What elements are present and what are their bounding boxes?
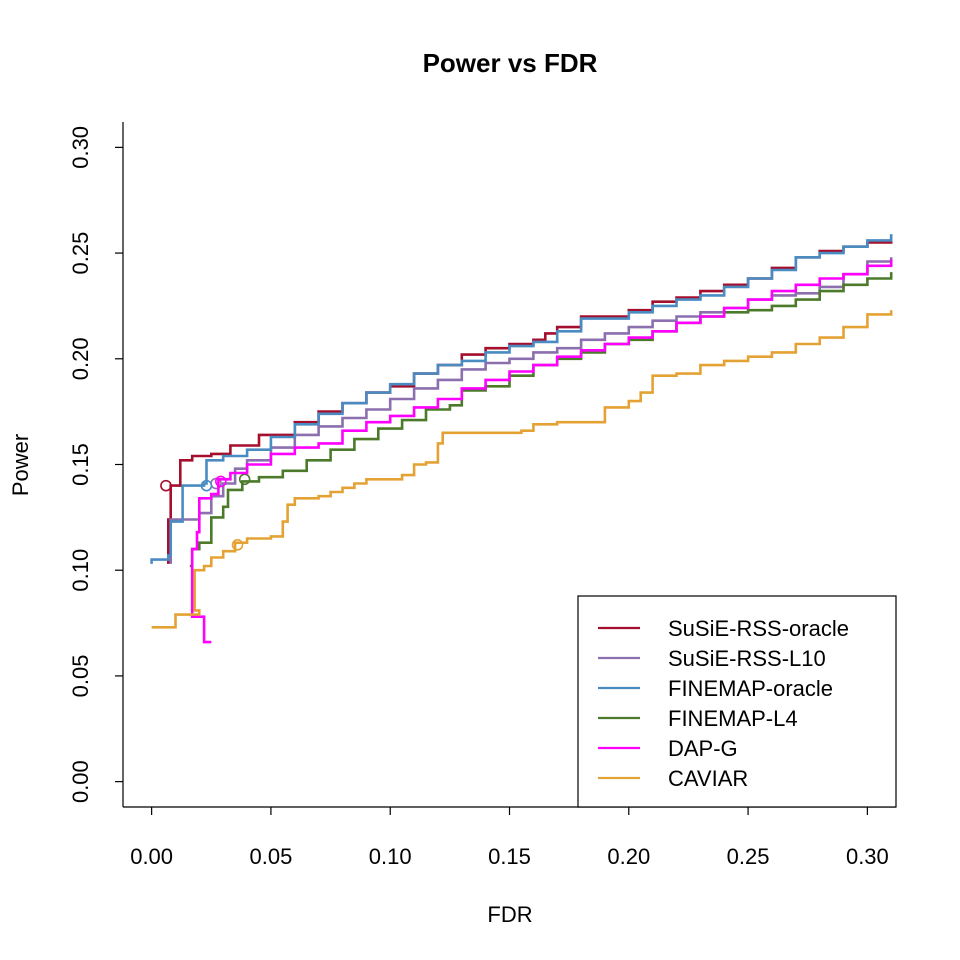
- legend-label-caviar: CAVIAR: [668, 766, 748, 791]
- x-tick-label: 0.20: [607, 844, 650, 869]
- y-tick-label: 0.30: [68, 126, 93, 169]
- y-tick-label: 0.00: [68, 760, 93, 803]
- x-tick-label: 0.10: [369, 844, 412, 869]
- legend-label-susie-rss-oracle: SuSiE-RSS-oracle: [668, 616, 849, 641]
- x-tick-label: 0.30: [846, 844, 889, 869]
- x-axis-label: FDR: [487, 902, 532, 927]
- series-marker-finemap-l4: [238, 473, 251, 486]
- series-line-finemap-l4: [189, 272, 893, 568]
- legend-label-dap-g: DAP-G: [668, 736, 738, 761]
- legend-label-finemap-l4: FINEMAP-L4: [668, 706, 798, 731]
- x-tick-label: 0.00: [130, 844, 173, 869]
- y-tick-label: 0.15: [68, 443, 93, 486]
- series-line-dap-g: [190, 259, 893, 644]
- series-line-susie-rss-l10: [169, 257, 893, 564]
- chart-title: Power vs FDR: [423, 48, 598, 78]
- x-tick-label: 0.05: [250, 844, 293, 869]
- series-line-finemap-oracle: [150, 234, 893, 564]
- x-tick-label: 0.25: [727, 844, 770, 869]
- y-tick-label: 0.20: [68, 337, 93, 380]
- y-tick-label: 0.25: [68, 232, 93, 275]
- y-axis-label: Power: [8, 434, 33, 496]
- legend-label-finemap-oracle: FINEMAP-oracle: [668, 676, 833, 701]
- legend-label-susie-rss-l10: SuSiE-RSS-L10: [668, 646, 826, 671]
- series-marker-dap-g: [215, 475, 227, 488]
- series-marker-finemap-oracle: [200, 479, 213, 492]
- x-tick-label: 0.15: [488, 844, 531, 869]
- legend: SuSiE-RSS-oracle SuSiE-RSS-L10 FINEMAP-ora…: [577, 595, 897, 808]
- series-group: [150, 234, 893, 644]
- series-line-caviar: [151, 310, 893, 629]
- series-marker-susie-rss-oracle: [160, 479, 172, 492]
- series-marker-caviar: [231, 539, 244, 551]
- legend-box: [577, 595, 897, 808]
- series-line-susie-rss-oracle: [167, 236, 893, 564]
- axes: 0.00 0.05 0.10 0.15 0.20 0.25 0.30 0.00 0.05 0.10…: [68, 122, 896, 869]
- y-tick-label: 0.10: [68, 549, 93, 592]
- y-tick-label: 0.05: [68, 655, 93, 698]
